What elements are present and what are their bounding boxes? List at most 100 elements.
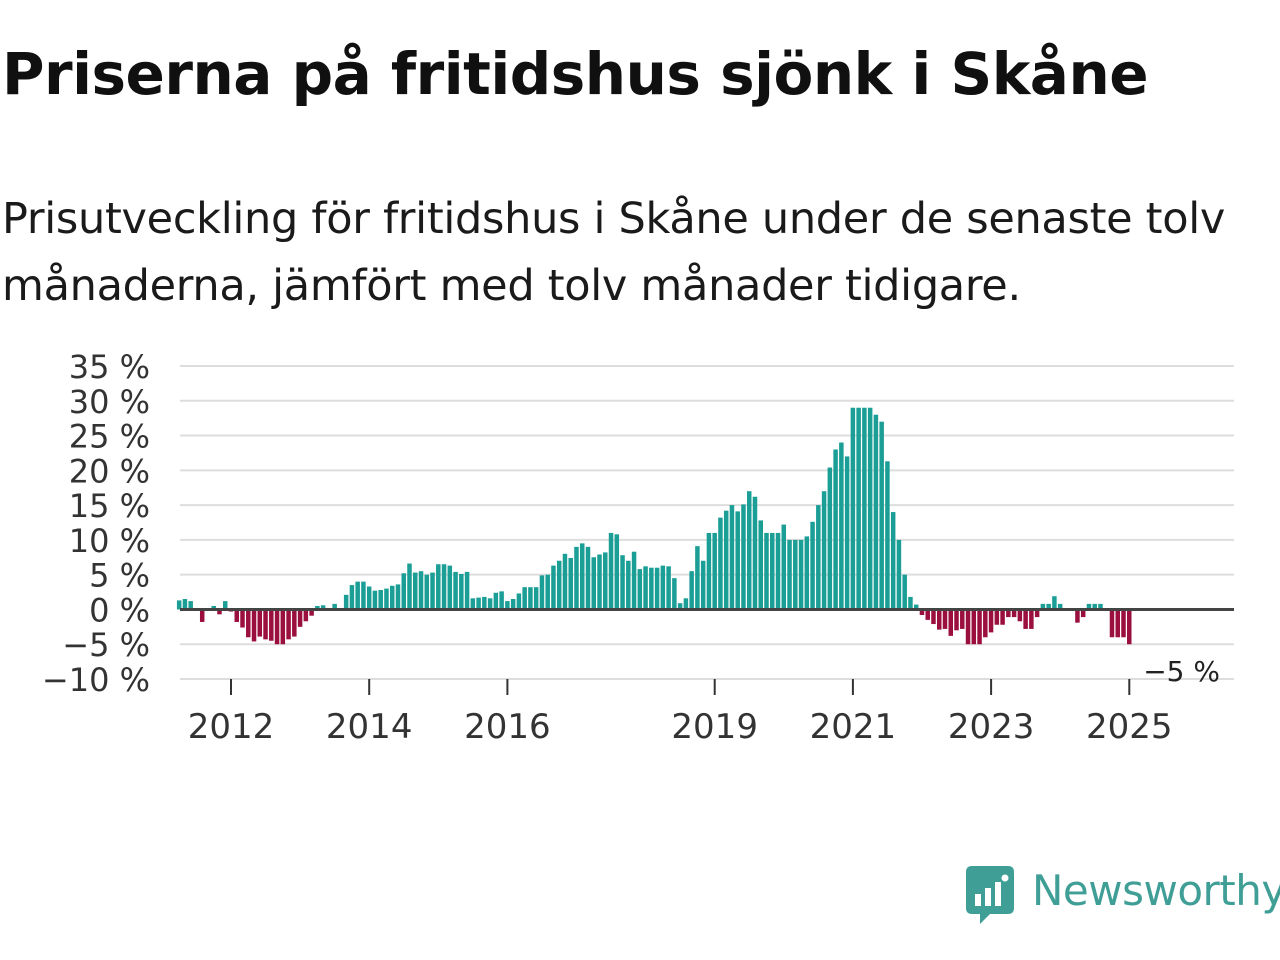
chart-subtitle: Prisutveckling för fritidshus i Skåne un… bbox=[2, 194, 1226, 311]
bar bbox=[366, 586, 372, 610]
bar bbox=[562, 553, 568, 610]
bar bbox=[539, 575, 545, 610]
y-tick-label: −5 % bbox=[62, 626, 150, 664]
bar bbox=[1029, 609, 1034, 629]
bar bbox=[608, 532, 614, 610]
bar bbox=[1011, 609, 1017, 618]
bar bbox=[551, 565, 556, 610]
bar bbox=[706, 532, 712, 610]
bar bbox=[447, 565, 453, 610]
bar bbox=[556, 560, 562, 610]
bar bbox=[723, 510, 729, 610]
bar bbox=[856, 407, 861, 610]
bar bbox=[176, 600, 182, 610]
bar bbox=[983, 609, 988, 638]
bar bbox=[343, 594, 349, 610]
bar bbox=[948, 609, 954, 636]
bar bbox=[925, 609, 930, 620]
bar bbox=[568, 557, 573, 610]
bar bbox=[781, 524, 787, 610]
bar bbox=[902, 574, 907, 610]
bar bbox=[234, 609, 240, 622]
bar bbox=[1115, 609, 1120, 638]
bar bbox=[528, 587, 533, 610]
bar bbox=[1040, 603, 1046, 610]
bar bbox=[971, 609, 977, 645]
bar bbox=[683, 598, 689, 610]
bar bbox=[954, 609, 959, 631]
bar bbox=[493, 592, 499, 610]
bar bbox=[787, 539, 792, 610]
bar bbox=[626, 560, 631, 610]
bar bbox=[591, 557, 597, 610]
bar bbox=[372, 590, 378, 610]
bar bbox=[585, 546, 591, 610]
bar bbox=[1127, 609, 1132, 645]
y-tick-label: 10 % bbox=[69, 522, 150, 560]
bar bbox=[752, 496, 758, 610]
bar bbox=[718, 517, 723, 610]
bar bbox=[735, 511, 740, 610]
bar bbox=[1086, 603, 1092, 610]
bar bbox=[240, 609, 245, 628]
bar bbox=[649, 567, 654, 610]
bar bbox=[413, 572, 418, 610]
bar bbox=[862, 407, 867, 610]
bar bbox=[793, 539, 798, 610]
y-tick-label: 25 % bbox=[69, 418, 150, 456]
bar bbox=[804, 536, 810, 610]
bar bbox=[263, 609, 268, 640]
bar bbox=[942, 609, 948, 629]
bar bbox=[482, 596, 487, 610]
bar bbox=[1000, 609, 1005, 625]
bar bbox=[764, 532, 769, 610]
bar bbox=[867, 407, 873, 610]
bar bbox=[1046, 603, 1051, 610]
bar bbox=[292, 609, 297, 637]
bar bbox=[441, 564, 447, 610]
bar bbox=[839, 442, 844, 610]
y-tick-label: 15 % bbox=[69, 487, 150, 525]
bar bbox=[280, 609, 286, 645]
bar bbox=[251, 609, 257, 642]
bar bbox=[908, 596, 913, 610]
bar bbox=[879, 421, 884, 610]
bar bbox=[700, 560, 706, 610]
x-tick-label: 2014 bbox=[326, 707, 413, 747]
bar bbox=[257, 609, 263, 637]
bar bbox=[384, 588, 389, 610]
bar bbox=[1034, 609, 1040, 618]
bar bbox=[729, 505, 735, 610]
bars bbox=[176, 407, 1132, 645]
x-tick-label: 2025 bbox=[1086, 707, 1173, 747]
newsworthy-logo: Newsworthy bbox=[964, 864, 1280, 928]
bar bbox=[407, 563, 412, 610]
bar bbox=[758, 520, 763, 610]
bar bbox=[378, 589, 383, 610]
bar bbox=[677, 603, 683, 610]
bar bbox=[660, 565, 666, 610]
bar bbox=[1006, 609, 1011, 618]
bar bbox=[464, 571, 470, 610]
y-tick-label: −10 % bbox=[42, 661, 150, 699]
bar bbox=[919, 609, 925, 616]
bar bbox=[614, 534, 620, 610]
bar bbox=[246, 609, 251, 638]
bar bbox=[579, 543, 585, 610]
bar bbox=[695, 546, 700, 610]
bar bbox=[741, 504, 746, 610]
bar bbox=[211, 605, 216, 610]
x-axis bbox=[180, 607, 1234, 695]
bar bbox=[1017, 609, 1023, 622]
bar bbox=[499, 591, 504, 610]
bar bbox=[222, 601, 228, 610]
bar bbox=[395, 584, 401, 610]
bar bbox=[1098, 603, 1103, 610]
bar bbox=[459, 573, 464, 610]
bar bbox=[476, 597, 481, 610]
bar bbox=[574, 546, 579, 610]
bar bbox=[1023, 609, 1028, 629]
bar bbox=[637, 569, 643, 610]
bar bbox=[890, 512, 896, 610]
bar bbox=[522, 587, 527, 610]
